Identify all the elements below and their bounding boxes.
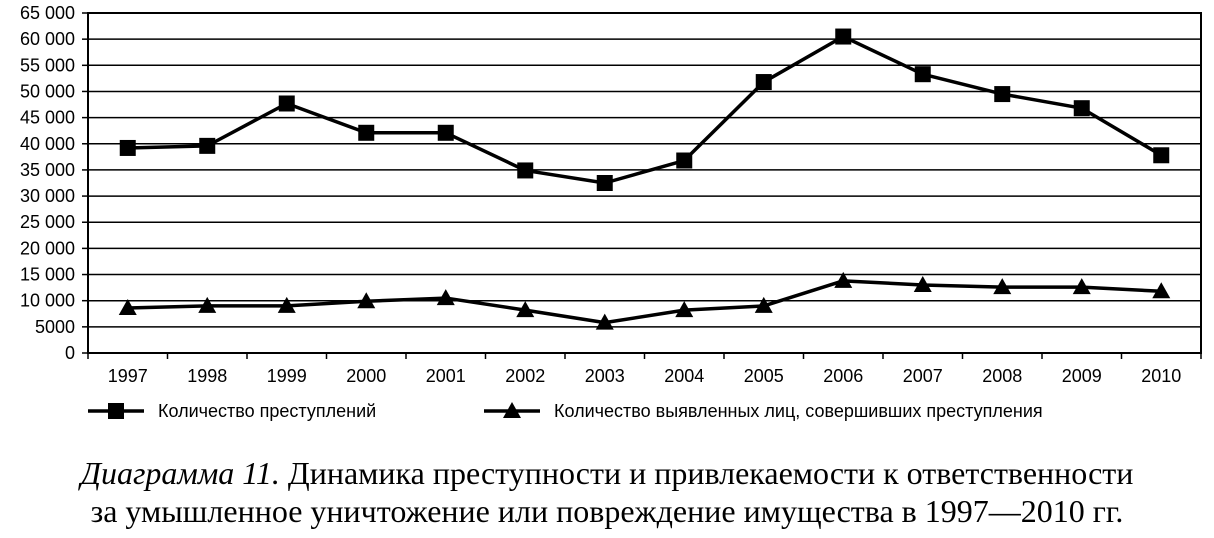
y-tick-label: 45 000: [20, 108, 75, 128]
x-tick-label: 1999: [267, 366, 307, 386]
caption-prefix: Диаграмма 11.: [80, 455, 280, 491]
x-tick-label: 1997: [108, 366, 148, 386]
y-tick-label: 30 000: [20, 186, 75, 206]
x-axis-tick-labels: 1997 1998 1999 2000 2001 2002 2003 2004 2005 2006…: [108, 366, 1182, 386]
triangle-marker: [436, 289, 455, 306]
legend-entry-2: Количество выявленных лиц, совершивших п…: [484, 401, 1043, 421]
triangle-marker: [913, 276, 932, 292]
triangle-marker: [357, 292, 376, 309]
x-tick-label: 2005: [744, 366, 784, 386]
legend-entry-1: Количество преступлений: [88, 401, 376, 421]
square-marker: [1073, 100, 1090, 117]
triangle-marker: [754, 296, 773, 313]
line-chart: 0 5000 10 000 15 000 20 000 25 000 30 000 35 00…: [20, 3, 1202, 421]
caption-line1: Динамика преступности и привлекаемости к…: [279, 455, 1134, 491]
caption-line2: за умышленное уничтожение или повреждени…: [90, 493, 1124, 529]
x-tick-label: 2010: [1141, 366, 1181, 386]
x-tick-label: 2001: [426, 366, 466, 386]
series-2: [118, 271, 1171, 330]
y-tick-label: 40 000: [20, 134, 75, 154]
triangle-marker: [834, 271, 853, 288]
y-tick-label: 55 000: [20, 55, 75, 75]
square-marker: [596, 175, 613, 191]
legend: Количество преступлений Количество выявле…: [88, 401, 1043, 421]
square-marker: [1153, 147, 1170, 164]
series-layer: [118, 28, 1171, 330]
x-tick-label: 2008: [982, 366, 1022, 386]
square-marker: [119, 139, 136, 156]
x-tick-label: 2004: [664, 366, 704, 386]
y-tick-label: 20 000: [20, 238, 75, 258]
y-axis-tick-labels: 0 5000 10 000 15 000 20 000 25 000 30 000 35 00…: [20, 3, 75, 363]
square-marker: [199, 137, 216, 154]
y-tick-label: 10 000: [20, 291, 75, 311]
y-tick-label: 60 000: [20, 29, 75, 49]
legend-label: Количество выявленных лиц, совершивших п…: [554, 401, 1043, 421]
figure-caption: Диаграмма 11. Динамика преступности и пр…: [0, 454, 1214, 530]
triangle-marker: [277, 296, 296, 313]
x-tick-label: 2002: [505, 366, 545, 386]
triangle-marker: [993, 278, 1012, 295]
square-marker: [835, 28, 852, 45]
y-tick-label: 15 000: [20, 265, 75, 285]
plot-frame: [87, 12, 1202, 354]
x-tick-label: 2003: [585, 366, 625, 386]
y-tick-label: 25 000: [20, 212, 75, 232]
triangle-marker: [503, 402, 521, 418]
x-tick-label: 2000: [346, 366, 386, 386]
square-marker: [676, 152, 693, 169]
y-tick-label: 65 000: [20, 3, 75, 23]
y-tick-label: 35 000: [20, 160, 75, 180]
x-tick-label: 2006: [823, 366, 863, 386]
square-marker: [914, 66, 931, 83]
y-tick-label: 0: [65, 343, 75, 363]
triangle-marker: [516, 301, 535, 318]
triangle-marker: [1072, 278, 1091, 295]
square-marker: [358, 124, 375, 141]
square-marker: [517, 162, 534, 179]
square-marker: [108, 403, 124, 419]
x-tick-label: 2009: [1062, 366, 1102, 386]
x-tick-label: 1998: [187, 366, 227, 386]
triangle-marker: [118, 299, 137, 316]
series-line: [127, 279, 1162, 325]
y-tick-label: 50 000: [20, 81, 75, 101]
square-marker: [755, 74, 772, 91]
series-1: [119, 28, 1170, 191]
series-line: [127, 34, 1163, 185]
square-marker: [994, 86, 1011, 103]
triangle-marker: [1152, 282, 1171, 299]
y-tick-label: 5000: [35, 317, 75, 337]
x-tick-label: 2007: [903, 366, 943, 386]
square-marker: [437, 124, 454, 141]
square-marker: [278, 95, 295, 112]
triangle-marker: [198, 296, 217, 313]
triangle-marker: [675, 301, 694, 318]
triangle-marker: [595, 313, 614, 330]
legend-label: Количество преступлений: [158, 401, 376, 421]
